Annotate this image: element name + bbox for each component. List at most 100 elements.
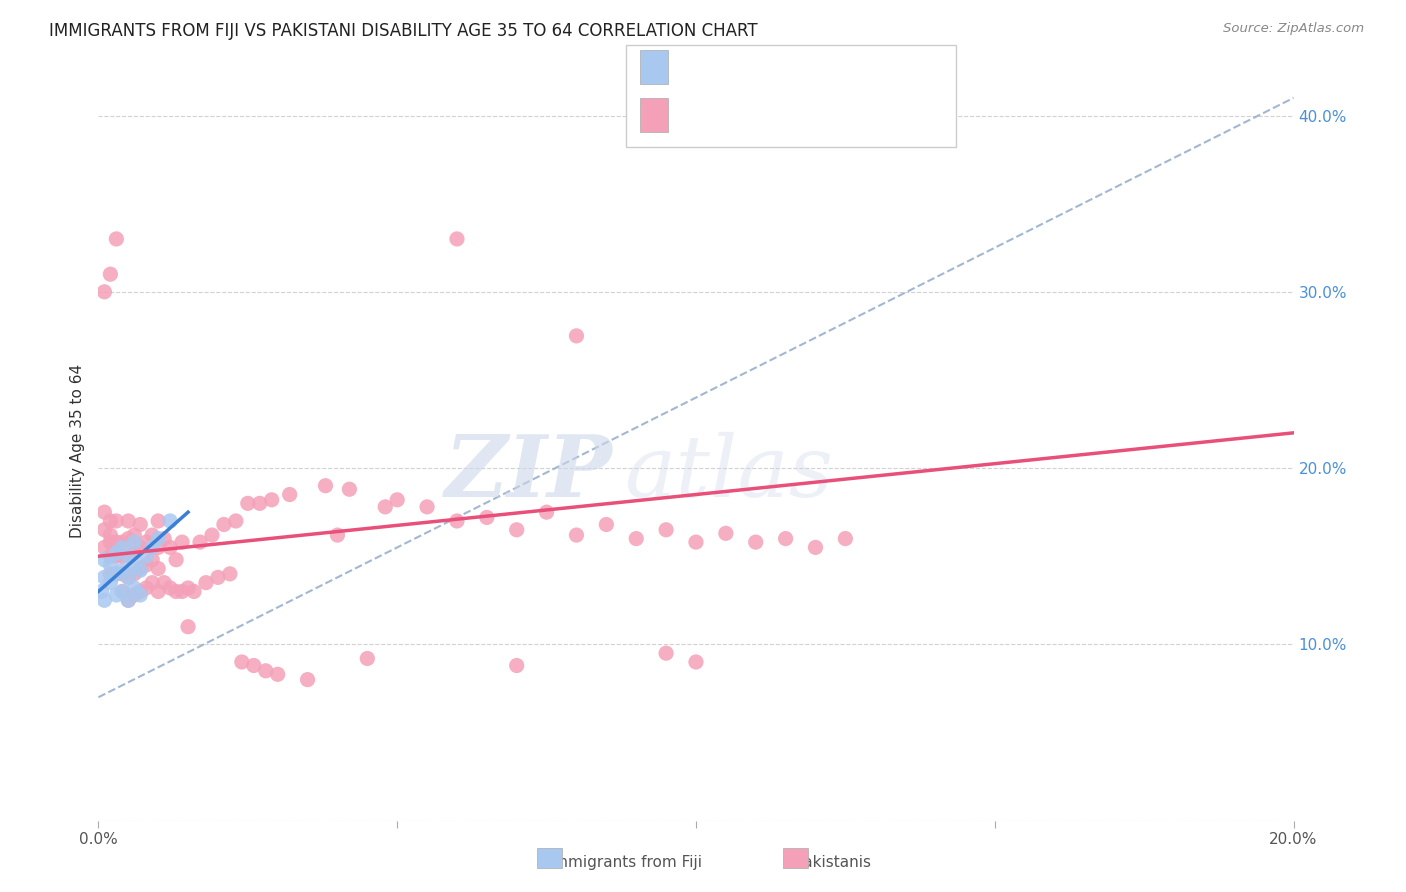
Point	[339, 482, 361, 496]
Text: Pakistanis: Pakistanis	[780, 855, 872, 870]
Point	[172, 535, 194, 549]
Point	[183, 584, 205, 599]
Point	[177, 581, 200, 595]
Point	[297, 673, 319, 687]
Text: atlas: atlas	[624, 432, 834, 514]
Point	[98, 566, 122, 581]
Point	[172, 584, 194, 599]
Point	[117, 570, 139, 584]
Point	[374, 500, 396, 514]
Point	[195, 575, 218, 590]
Point	[267, 667, 290, 681]
Point	[111, 584, 134, 599]
Point	[536, 505, 558, 519]
Point	[595, 517, 617, 532]
Point	[219, 566, 242, 581]
Point	[315, 479, 337, 493]
Point	[111, 535, 134, 549]
Point	[165, 553, 187, 567]
Point	[148, 514, 170, 528]
Point	[105, 546, 128, 560]
Point	[141, 553, 163, 567]
Point	[93, 541, 115, 555]
Point	[98, 575, 122, 590]
Point	[148, 584, 170, 599]
Point	[105, 566, 128, 581]
Point	[565, 528, 588, 542]
Point	[135, 535, 157, 549]
Point	[124, 558, 146, 572]
Point	[212, 517, 235, 532]
Point	[90, 584, 112, 599]
Point	[326, 528, 349, 542]
Point	[129, 563, 152, 577]
Text: Immigrants from Fiji: Immigrants from Fiji	[534, 855, 702, 870]
Point	[148, 541, 170, 555]
Point	[260, 492, 283, 507]
Point	[98, 267, 122, 281]
Point	[565, 329, 588, 343]
Point	[385, 492, 409, 507]
Point	[153, 575, 176, 590]
Text: ZIP: ZIP	[444, 431, 613, 515]
Point	[98, 549, 122, 564]
Point	[416, 500, 439, 514]
Point	[105, 566, 128, 581]
Point	[105, 232, 128, 246]
Point	[117, 593, 139, 607]
Point	[506, 658, 529, 673]
Point	[105, 535, 128, 549]
Point	[124, 588, 146, 602]
Point	[124, 535, 146, 549]
Text: N =: N =	[792, 58, 831, 76]
Point	[105, 514, 128, 528]
Text: R =: R =	[675, 106, 713, 124]
Point	[148, 532, 170, 546]
Point	[129, 517, 152, 532]
Point	[135, 549, 157, 564]
Point	[98, 528, 122, 542]
Point	[141, 528, 163, 542]
Point	[124, 581, 146, 595]
Point	[129, 561, 152, 575]
Point	[124, 566, 146, 581]
Text: 95: 95	[834, 106, 858, 124]
Point	[225, 514, 247, 528]
Point	[105, 588, 128, 602]
Text: 0.481: 0.481	[724, 58, 779, 76]
Point	[804, 541, 827, 555]
Text: IMMIGRANTS FROM FIJI VS PAKISTANI DISABILITY AGE 35 TO 64 CORRELATION CHART: IMMIGRANTS FROM FIJI VS PAKISTANI DISABI…	[49, 22, 758, 40]
Text: 0.200: 0.200	[724, 106, 779, 124]
Point	[124, 528, 146, 542]
Point	[111, 566, 134, 581]
Point	[775, 532, 797, 546]
Point	[159, 581, 181, 595]
Point	[446, 514, 468, 528]
Point	[165, 584, 187, 599]
Point	[93, 553, 115, 567]
Text: 24: 24	[834, 58, 858, 76]
Text: R =: R =	[675, 58, 713, 76]
Point	[117, 570, 139, 584]
Point	[135, 581, 157, 595]
Point	[117, 532, 139, 546]
Point	[117, 549, 139, 564]
Point	[626, 532, 648, 546]
Point	[236, 496, 259, 510]
Point	[249, 496, 271, 510]
Point	[135, 558, 157, 572]
Point	[159, 541, 181, 555]
Point	[117, 549, 139, 564]
Point	[98, 558, 122, 572]
Point	[105, 549, 128, 564]
Text: N =: N =	[792, 106, 831, 124]
Point	[98, 514, 122, 528]
Point	[475, 510, 498, 524]
Point	[254, 664, 277, 678]
Point	[98, 535, 122, 549]
Text: Source: ZipAtlas.com: Source: ZipAtlas.com	[1223, 22, 1364, 36]
Point	[129, 541, 152, 555]
Point	[685, 655, 707, 669]
Point	[111, 541, 134, 555]
Point	[243, 658, 266, 673]
